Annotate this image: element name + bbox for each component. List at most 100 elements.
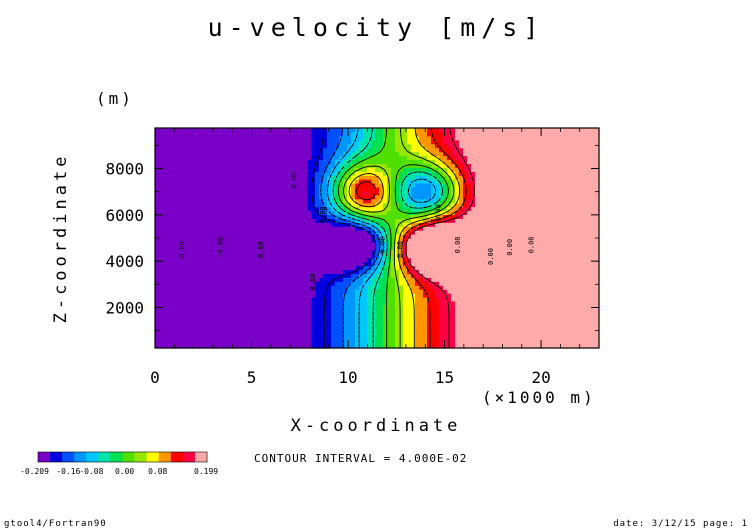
field-cell	[155, 151, 160, 157]
field-cell	[447, 230, 452, 235]
field-cell	[391, 222, 396, 227]
field-cell	[503, 218, 508, 223]
field-cell	[167, 183, 172, 188]
field-cell	[435, 336, 440, 341]
field-cell	[171, 143, 176, 149]
field-cell	[303, 253, 308, 259]
field-cell	[479, 312, 484, 318]
field-cell	[443, 155, 448, 161]
field-cell	[307, 179, 312, 184]
field-cell	[331, 332, 336, 337]
field-cell	[383, 175, 388, 180]
field-cell	[387, 281, 392, 286]
field-cell	[467, 304, 472, 310]
field-cell	[355, 179, 360, 184]
field-cell	[423, 190, 428, 196]
field-cell	[435, 269, 440, 274]
field-cell	[339, 218, 344, 223]
field-cell	[347, 202, 352, 208]
field-cell	[443, 285, 448, 290]
field-cell	[459, 296, 464, 302]
field-cell	[331, 238, 336, 243]
field-cell	[223, 159, 228, 164]
field-cell	[183, 320, 188, 326]
field-cell	[443, 312, 448, 318]
field-cell	[483, 183, 488, 188]
field-cell	[431, 265, 436, 271]
field-cell	[279, 226, 284, 231]
field-cell	[219, 226, 224, 231]
field-cell	[499, 159, 504, 164]
field-cell	[207, 198, 212, 204]
field-cell	[183, 285, 188, 290]
field-cell	[403, 324, 408, 329]
field-cell	[391, 234, 396, 239]
field-cell	[263, 218, 268, 223]
field-cell	[447, 202, 452, 208]
field-cell	[271, 135, 276, 141]
field-cell	[355, 241, 360, 247]
field-cell	[315, 183, 320, 188]
field-cell	[475, 194, 480, 200]
field-cell	[443, 135, 448, 141]
field-cell	[267, 304, 272, 310]
field-cell	[403, 202, 408, 208]
field-cell	[275, 139, 280, 145]
field-cell	[207, 340, 212, 345]
field-cell	[163, 210, 168, 216]
field-cell	[355, 289, 360, 294]
field-cell	[459, 245, 464, 251]
field-cell	[287, 218, 292, 223]
field-cell	[475, 300, 480, 306]
field-cell	[391, 293, 396, 298]
field-cell	[167, 265, 172, 271]
field-cell	[459, 277, 464, 282]
field-cell	[315, 320, 320, 326]
field-cell	[331, 296, 336, 302]
field-cell	[283, 312, 288, 318]
field-cell	[419, 253, 424, 259]
field-cell	[423, 167, 428, 172]
field-cell	[187, 234, 192, 239]
field-cell	[487, 238, 492, 243]
field-cell	[435, 202, 440, 208]
field-cell	[287, 328, 292, 333]
field-cell	[251, 214, 256, 219]
field-cell	[399, 344, 404, 349]
field-cell	[299, 234, 304, 239]
field-cell	[375, 222, 380, 227]
field-cell	[467, 269, 472, 274]
field-cell	[451, 226, 456, 231]
field-cell	[375, 312, 380, 318]
field-cell	[331, 285, 336, 290]
field-cell	[503, 186, 508, 192]
field-cell	[263, 190, 268, 196]
field-cell	[223, 312, 228, 318]
field-cell	[427, 226, 432, 231]
field-cell	[171, 285, 176, 290]
field-cell	[291, 336, 296, 341]
field-cell	[471, 151, 476, 157]
field-cell	[167, 202, 172, 208]
field-cell	[499, 230, 504, 235]
field-cell	[255, 190, 260, 196]
field-cell	[407, 253, 412, 259]
field-cell	[283, 241, 288, 247]
field-cell	[499, 190, 504, 196]
field-cell	[167, 320, 172, 326]
field-cell	[255, 128, 260, 133]
field-cell	[479, 151, 484, 157]
field-cell	[495, 285, 500, 290]
field-cell	[327, 320, 332, 326]
field-cell	[455, 296, 460, 302]
field-cell	[363, 175, 368, 180]
field-cell	[347, 332, 352, 337]
field-cell	[215, 139, 220, 145]
field-cell	[299, 167, 304, 172]
field-cell	[487, 163, 492, 168]
field-cell	[455, 285, 460, 290]
field-cell	[383, 135, 388, 141]
field-cell	[443, 320, 448, 326]
field-cell	[459, 265, 464, 271]
field-cell	[219, 238, 224, 243]
